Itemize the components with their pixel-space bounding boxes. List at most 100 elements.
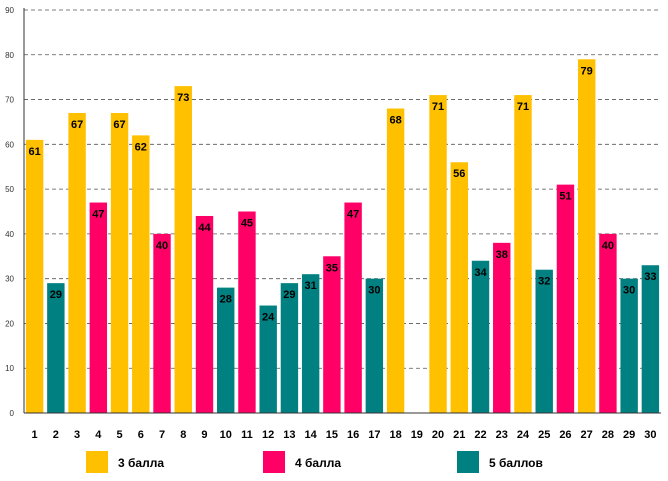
bar-22: [471, 260, 490, 413]
x-tick-label: 25: [538, 429, 550, 441]
x-tick-label: 23: [496, 429, 508, 441]
legend-swatch-4: [263, 451, 285, 473]
x-tick-label: 30: [644, 429, 656, 441]
x-tick-label: 21: [453, 429, 465, 441]
x-tick-label: 16: [347, 429, 359, 441]
bar-15: [323, 256, 341, 413]
x-tick-label: 5: [116, 429, 122, 441]
data-label-15: 35: [326, 262, 338, 274]
bar-24: [514, 95, 532, 414]
data-label-10: 28: [220, 294, 232, 306]
x-tick-label: 10: [220, 429, 232, 441]
y-tick-label: 0: [10, 409, 15, 418]
bar-17: [365, 278, 384, 413]
bar-27: [577, 59, 596, 413]
bars: [25, 59, 660, 414]
y-tick-label: 90: [5, 6, 14, 15]
x-tick-label: 18: [389, 429, 401, 441]
bar-1: [25, 139, 44, 413]
y-tick-label: 80: [5, 51, 14, 60]
y-tick-label: 40: [5, 230, 14, 239]
bar-16: [344, 202, 362, 413]
bar-28: [599, 233, 617, 413]
x-tick-label: 12: [262, 429, 274, 441]
data-label-27: 79: [581, 65, 593, 77]
data-label-30: 33: [644, 271, 656, 283]
x-axis-ticks: 1 2 3 4 5 6 7 8 9 10 11 12 13 14 15 16 17 18 19 20 21 22 23 24 2…: [32, 429, 657, 441]
y-tick-label: 60: [5, 140, 14, 149]
x-tick-label: 17: [368, 429, 380, 441]
bar-13: [280, 283, 299, 413]
data-label-7: 40: [156, 240, 168, 252]
x-tick-label: 22: [474, 429, 486, 441]
bar-29: [620, 278, 638, 413]
bar-3: [68, 112, 86, 413]
x-tick-label: 6: [138, 429, 144, 441]
data-label-13: 29: [283, 289, 295, 301]
bar-23: [493, 242, 511, 413]
legend-swatch-3: [86, 451, 108, 473]
axes: [23, 8, 661, 414]
y-tick-label: 50: [5, 185, 14, 194]
data-label-4: 47: [92, 209, 104, 221]
data-label-20: 71: [432, 101, 444, 113]
legend-label-4: 4 балла: [295, 456, 341, 470]
bar-26: [556, 184, 575, 413]
x-tick-label: 28: [602, 429, 614, 441]
y-tick-label: 30: [5, 275, 14, 284]
bar-9: [195, 215, 214, 413]
data-label-12: 24: [262, 312, 275, 324]
bar-6: [132, 135, 150, 413]
x-tick-label: 29: [623, 429, 635, 441]
x-tick-label: 1: [32, 429, 38, 441]
x-tick-label: 19: [411, 429, 423, 441]
data-label-28: 40: [602, 240, 614, 252]
x-tick-label: 3: [74, 429, 80, 441]
data-label-29: 30: [623, 285, 635, 297]
data-label-17: 30: [368, 285, 380, 297]
data-label-1: 61: [28, 146, 40, 158]
data-label-16: 47: [347, 209, 359, 221]
bar-10: [217, 287, 235, 413]
y-tick-label: 20: [5, 319, 14, 328]
legend-swatch-5: [457, 451, 479, 473]
bar-7: [153, 233, 171, 413]
x-tick-label: 13: [283, 429, 295, 441]
x-tick-label: 7: [159, 429, 165, 441]
x-tick-label: 4: [95, 429, 102, 441]
bar-30: [641, 265, 660, 413]
gridlines: [24, 9, 661, 369]
bar-4: [89, 202, 108, 413]
bar-14: [301, 274, 320, 413]
data-label-6: 62: [135, 141, 147, 153]
data-label-3: 67: [71, 119, 83, 131]
x-tick-label: 24: [517, 429, 530, 441]
legend-label-5: 5 баллов: [489, 456, 543, 470]
bar-20: [429, 95, 447, 414]
data-label-26: 51: [559, 191, 571, 203]
data-label-14: 31: [305, 280, 317, 292]
bar-12: [259, 305, 277, 413]
data-labels: 61 29 67 47 67 62 40 73 44 28 45 24 29 31 35 47 30 68 71 56…: [28, 65, 656, 323]
data-label-18: 68: [389, 115, 401, 127]
bar-25: [535, 269, 553, 413]
bar-2: [47, 283, 65, 413]
x-tick-label: 27: [581, 429, 593, 441]
x-tick-label: 15: [326, 429, 338, 441]
legend: 3 балла 4 балла 5 баллов: [86, 451, 543, 473]
data-label-22: 34: [474, 267, 487, 279]
x-tick-label: 26: [559, 429, 571, 441]
y-axis-ticks: 0 10 20 30 40 50 60 70 80 90: [5, 6, 14, 418]
bar-18: [386, 108, 405, 413]
x-tick-label: 11: [241, 429, 253, 441]
y-tick-label: 10: [5, 364, 14, 373]
x-tick-label: 9: [201, 429, 207, 441]
x-tick-label: 20: [432, 429, 444, 441]
y-tick-label: 70: [5, 96, 14, 105]
bar-21: [450, 162, 468, 413]
bar-5: [110, 112, 129, 413]
legend-label-3: 3 балла: [118, 456, 164, 470]
x-tick-label: 14: [305, 429, 318, 441]
